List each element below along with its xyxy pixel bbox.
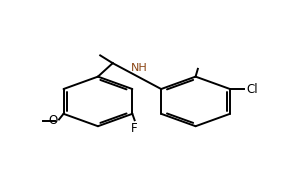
Text: NH: NH [131,63,148,72]
Text: F: F [131,122,138,135]
Text: Cl: Cl [246,82,258,95]
Text: O: O [48,114,57,127]
